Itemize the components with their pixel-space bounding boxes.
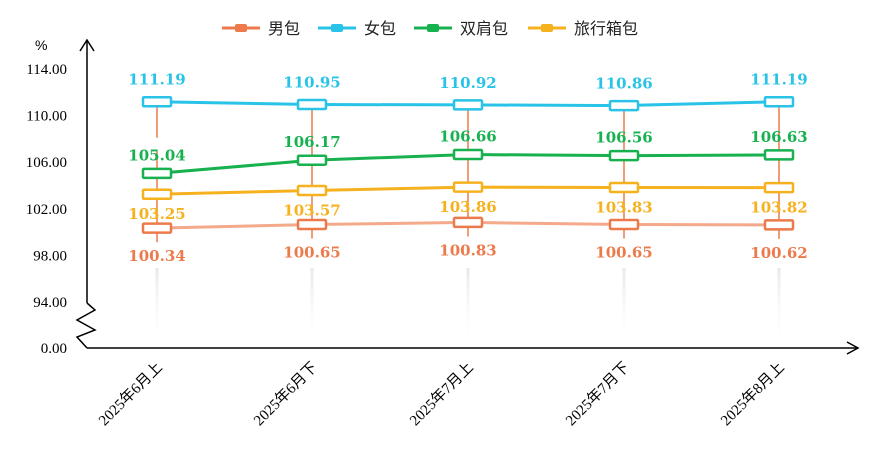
x-category-label: 2025年8月上: [717, 359, 787, 429]
legend-entry: 女包: [364, 19, 396, 38]
legend-entry: 双肩包: [460, 19, 508, 38]
legend-marker: [541, 24, 553, 32]
data-label: 100.65: [283, 244, 340, 262]
data-label: 111.19: [128, 71, 185, 89]
data-point: [608, 181, 640, 194]
x-axis-arrow: [846, 341, 860, 355]
data-label: 106.63: [750, 128, 807, 146]
data-point: [452, 148, 484, 161]
data-label: 110.92: [439, 74, 496, 92]
data-point: [141, 222, 173, 234]
data-point: [452, 99, 484, 111]
data-label: 100.65: [595, 244, 652, 262]
data-point: [296, 184, 328, 197]
x-category-label: 2025年6月下: [250, 359, 320, 429]
data-label: 103.25: [128, 205, 185, 223]
y-tick-label: 0.00: [41, 341, 67, 357]
legend-entry: 男包: [268, 19, 300, 38]
series-lines: [141, 95, 795, 234]
data-label: 100.62: [750, 244, 807, 262]
legend-marker: [331, 24, 343, 32]
leader-fade: [622, 268, 626, 348]
leader-fade: [466, 268, 470, 348]
data-point: [763, 149, 795, 161]
leader-fade: [310, 268, 314, 348]
data-label: 103.82: [750, 199, 807, 217]
data-point: [763, 219, 795, 231]
data-label: 103.83: [595, 198, 652, 216]
data-point: [296, 218, 328, 231]
data-label: 103.86: [439, 198, 496, 216]
y-tick-label: 110.00: [26, 109, 67, 125]
y-tick-label: 102.00: [26, 202, 67, 218]
data-point: [452, 216, 484, 229]
x-category-label: 2025年7月上: [406, 359, 476, 429]
data-label: 110.95: [283, 74, 340, 92]
data-label: 106.17: [283, 133, 340, 151]
data-label: 111.19: [750, 71, 807, 89]
data-label: 103.57: [283, 202, 340, 220]
legend: 男包 女包 双肩包 旅行箱包: [222, 19, 638, 38]
y-axis-break: [75, 302, 97, 349]
data-point: [141, 167, 173, 180]
data-labels: 100.34 100.65 100.83 100.65 100.62 111.19 110.…: [128, 71, 807, 265]
data-point: [608, 218, 640, 231]
legend-entry: 旅行箱包: [574, 19, 638, 38]
data-label: 106.66: [439, 128, 496, 146]
legend-marker: [427, 24, 439, 32]
leader-fade: [777, 268, 781, 348]
data-label: 100.83: [439, 241, 496, 259]
y-tick-label: 106.00: [26, 155, 67, 171]
data-point: [141, 188, 173, 200]
data-point: [763, 95, 795, 108]
y-tick-label: 114.00: [26, 62, 67, 78]
y-tick-label: 94.00: [33, 295, 67, 311]
data-label: 106.56: [595, 129, 652, 147]
data-label: 110.86: [595, 75, 652, 93]
y-axis-unit: %: [35, 37, 47, 53]
data-point: [452, 181, 484, 193]
data-point: [296, 154, 328, 166]
leader-fade: [155, 268, 159, 348]
data-label: 100.34: [128, 247, 185, 265]
data-point: [763, 181, 795, 194]
data-point: [296, 98, 328, 111]
x-category-label: 2025年7月下: [562, 359, 632, 429]
legend-marker: [235, 24, 247, 32]
data-point: [141, 95, 173, 108]
data-point: [608, 99, 640, 112]
y-axis-arrow: [79, 38, 95, 52]
data-point: [608, 149, 640, 162]
data-label: 105.04: [128, 146, 185, 164]
x-category-label: 2025年6月上: [95, 359, 165, 429]
y-tick-label: 98.00: [33, 248, 67, 264]
